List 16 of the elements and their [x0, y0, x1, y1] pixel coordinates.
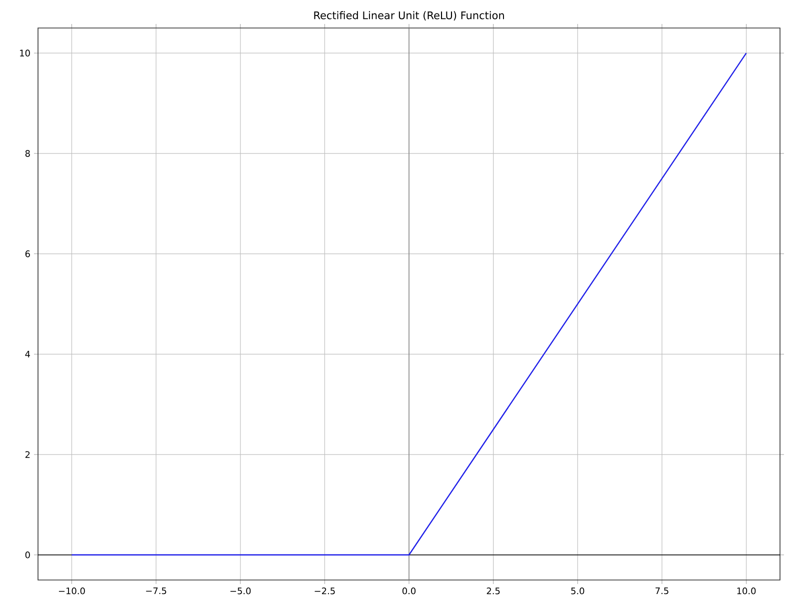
y-tick-label: 4 — [25, 350, 30, 358]
x-tick-label: −5.0 — [230, 588, 251, 594]
x-tick-label: −2.5 — [314, 588, 335, 594]
y-tick-label: 6 — [25, 250, 30, 258]
y-tick-label: 8 — [25, 150, 30, 157]
x-tick-label: 2.5 — [486, 588, 500, 594]
y-tick-label: 10 — [20, 50, 30, 56]
x-tick-label: −7.5 — [146, 588, 166, 594]
chart-title: Rectified Linear Unit (ReLU) Function — [314, 11, 504, 20]
x-tick-label: 7.5 — [656, 588, 668, 594]
y-tick-label: 2 — [25, 451, 30, 458]
x-tick-label: 5.0 — [571, 588, 584, 594]
x-tick-label: 10.0 — [737, 588, 756, 594]
x-tick-label: −10.0 — [58, 588, 85, 594]
y-tick-label: 0 — [25, 552, 30, 558]
x-tick-label: 0.0 — [402, 588, 416, 594]
